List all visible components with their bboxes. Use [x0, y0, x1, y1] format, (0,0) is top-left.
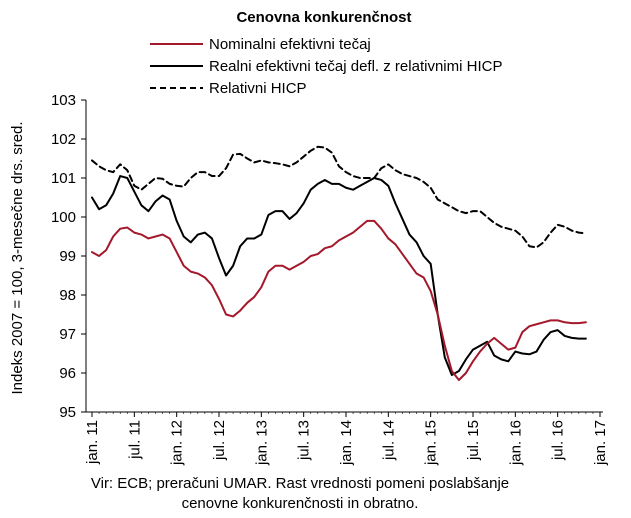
x-tick-label: jan. 14 — [338, 420, 355, 466]
y-tick-label: 98 — [59, 287, 76, 304]
source-note-line2: cenovne konkurenčnosti in obratno. — [182, 495, 419, 512]
x-tick-label: jul. 14 — [380, 420, 397, 461]
legend-label: Relativni HICP — [209, 80, 307, 97]
legend-label: Nominalni efektivni tečaj — [209, 36, 371, 53]
legend-label: Realni efektivni tečaj defl. z relativni… — [209, 58, 502, 75]
x-tick-label: jul. 15 — [465, 420, 482, 461]
y-tick-label: 103 — [51, 92, 76, 109]
x-tick-label: jan. 13 — [253, 420, 270, 466]
x-tick-label: jul. 13 — [296, 420, 313, 461]
series-line — [91, 175, 587, 376]
x-tick-label: jan. 15 — [423, 420, 440, 466]
y-tick-label: 102 — [51, 131, 76, 148]
chart-title: Cenovna konkurenčnost — [236, 9, 411, 26]
y-tick-label: 96 — [59, 365, 76, 382]
x-tick-label: jan. 11 — [84, 420, 101, 465]
x-tick-label: jan. 17 — [592, 420, 609, 466]
y-tick-label: 100 — [51, 209, 76, 226]
x-tick-label: jan. 12 — [169, 420, 186, 466]
series-line — [91, 145, 587, 249]
x-tick-label: jul. 16 — [550, 420, 567, 461]
axes: 95 96 97 98 99 100 101 102 103 jan. 11 jul. 11 jan.… — [51, 92, 609, 466]
series-line — [91, 219, 587, 382]
x-tick-label: jul. 11 — [126, 420, 143, 460]
series-layer — [91, 145, 587, 382]
x-tick-label: jul. 12 — [211, 420, 228, 461]
y-tick-label: 99 — [59, 248, 76, 265]
legend: Nominalni efektivni tečaj Realni efektivn… — [150, 36, 502, 97]
y-tick-label: 101 — [51, 170, 76, 187]
source-note-line1: Vir: ECB; preračuni UMAR. Rast vrednosti… — [91, 475, 509, 492]
x-tick-label: jan. 16 — [507, 420, 524, 466]
y-tick-label: 97 — [59, 326, 76, 343]
y-axis-title: Indeks 2007 = 100, 3-mesečne drs. sred. — [9, 121, 26, 394]
y-tick-label: 95 — [59, 404, 76, 421]
